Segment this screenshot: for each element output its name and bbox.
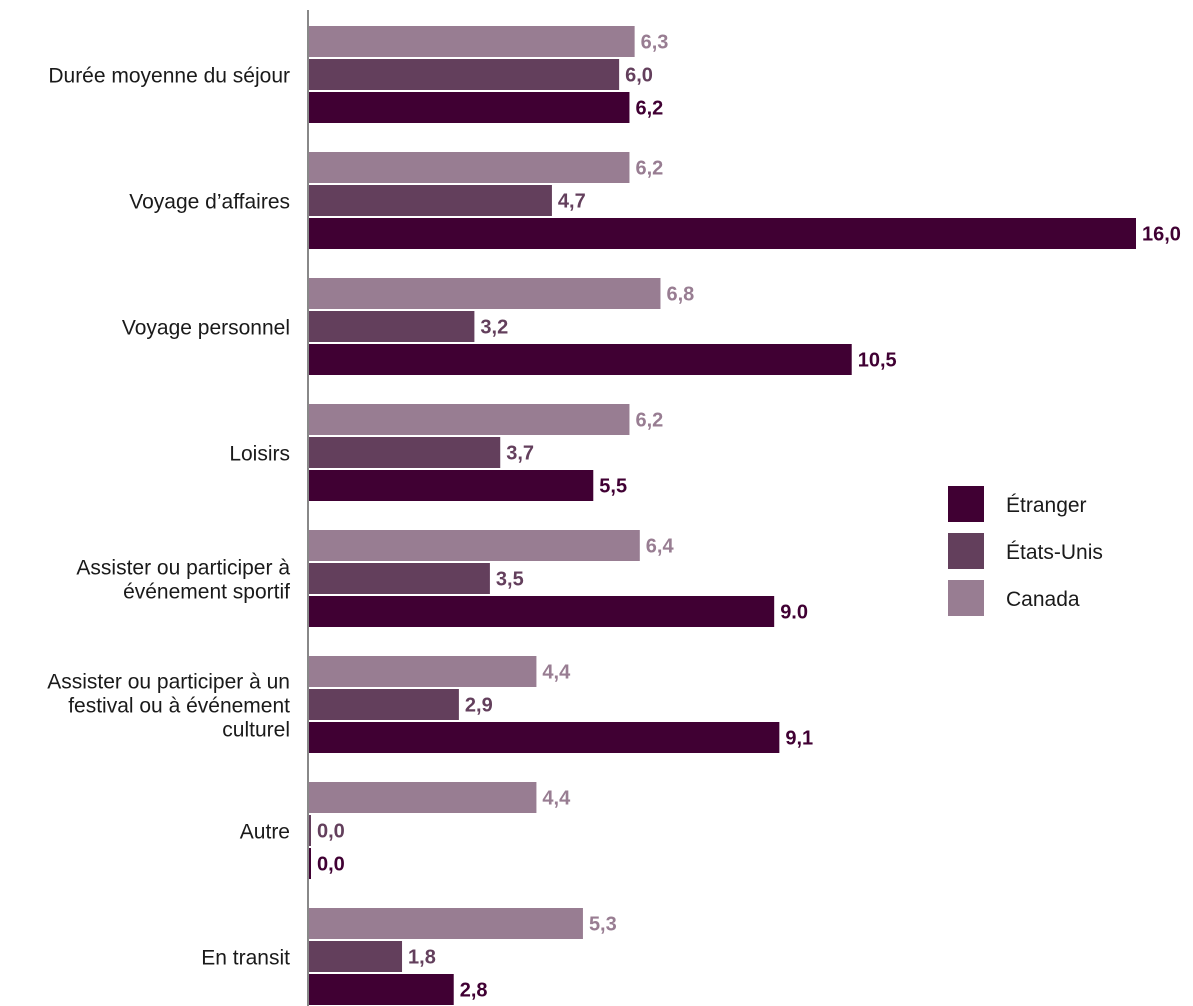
value-label-canada-3: 6,8	[666, 284, 694, 306]
bar-canada-7	[309, 782, 537, 813]
value-label-etranger-3: 10,5	[858, 350, 897, 372]
bar-canada-3	[309, 278, 661, 309]
value-label-canada-7: 4,4	[542, 788, 571, 810]
bar-canada-2	[309, 152, 630, 183]
bar-etats-unis-8	[309, 941, 403, 972]
value-label-etranger-4: 5,5	[599, 476, 627, 498]
legend-swatch-canada	[948, 580, 984, 616]
value-label-canada-2: 6,2	[635, 158, 663, 180]
bar-etranger-8	[309, 974, 454, 1005]
category-label-1: Durée moyenne du séjour	[48, 65, 290, 88]
bar-etranger-6	[309, 722, 780, 753]
legend: Étranger États-Unis Canada	[948, 486, 1103, 616]
value-label-etats-unis-7: 0,0	[317, 821, 345, 843]
category-label-6: Assister ou participer à un festival ou à…	[47, 671, 290, 742]
legend-label-etranger: Étranger	[1006, 494, 1087, 517]
value-label-etranger-2: 16,0	[1142, 224, 1181, 246]
value-label-canada-8: 5,3	[589, 914, 617, 936]
bar-etranger-2	[309, 218, 1136, 249]
legend-label-etats-unis: États-Unis	[1006, 541, 1103, 564]
bar-canada-4	[309, 404, 630, 435]
value-label-etats-unis-5: 3,5	[496, 569, 524, 591]
bar-etranger-4	[309, 470, 594, 501]
bar-canada-8	[309, 908, 583, 939]
bar-etats-unis-7	[309, 815, 311, 846]
bar-canada-5	[309, 530, 640, 561]
bar-etranger-7	[309, 848, 311, 879]
category-label-8: En transit	[201, 947, 290, 970]
bar-canada-6	[309, 656, 537, 687]
category-labels-layer: Durée moyenne du séjour Voyage d’affaires…	[47, 65, 290, 970]
value-label-canada-4: 6,2	[635, 410, 663, 432]
bar-etats-unis-4	[309, 437, 501, 468]
legend-swatch-etats-unis	[948, 533, 984, 569]
legend-swatch-etranger	[948, 486, 984, 522]
legend-label-canada: Canada	[1006, 588, 1080, 611]
value-label-etats-unis-4: 3,7	[506, 443, 534, 465]
value-label-canada-1: 6,3	[641, 32, 669, 54]
bar-etranger-3	[309, 344, 852, 375]
value-label-etranger-8: 2,8	[460, 980, 488, 1002]
bar-canada-1	[309, 26, 635, 57]
value-label-etranger-6: 9,1	[785, 728, 813, 750]
category-label-3: Voyage personnel	[122, 317, 290, 340]
value-label-etats-unis-3: 3,2	[480, 317, 508, 339]
bars-layer	[309, 26, 1136, 1005]
category-label-2: Voyage d’affaires	[129, 191, 290, 214]
value-label-etats-unis-6: 2,9	[465, 695, 493, 717]
value-label-canada-6: 4,4	[542, 662, 571, 684]
category-label-5: Assister ou participer à événement sporti…	[76, 557, 290, 604]
value-label-etranger-1: 6,2	[635, 98, 663, 120]
value-label-etats-unis-8: 1,8	[408, 947, 436, 969]
value-label-etats-unis-2: 4,7	[558, 191, 586, 213]
value-label-etats-unis-1: 6,0	[625, 65, 653, 87]
bar-etats-unis-5	[309, 563, 490, 594]
value-label-canada-5: 6,4	[646, 536, 675, 558]
value-labels-layer: 6,3 6,0 6,2 6,2 4,7 16,0 6,8 3,2 10,5 6,2 3,7 5,5 6,…	[317, 32, 1181, 1002]
category-label-7: Autre	[240, 821, 290, 844]
bar-etranger-5	[309, 596, 775, 627]
value-label-etranger-7: 0,0	[317, 854, 345, 876]
bar-etats-unis-6	[309, 689, 459, 720]
bar-etranger-1	[309, 92, 630, 123]
bar-etats-unis-2	[309, 185, 552, 216]
value-label-etranger-5: 9.0	[780, 602, 808, 624]
bar-etats-unis-3	[309, 311, 475, 342]
category-label-4: Loisirs	[229, 443, 290, 466]
bar-etats-unis-1	[309, 59, 620, 90]
